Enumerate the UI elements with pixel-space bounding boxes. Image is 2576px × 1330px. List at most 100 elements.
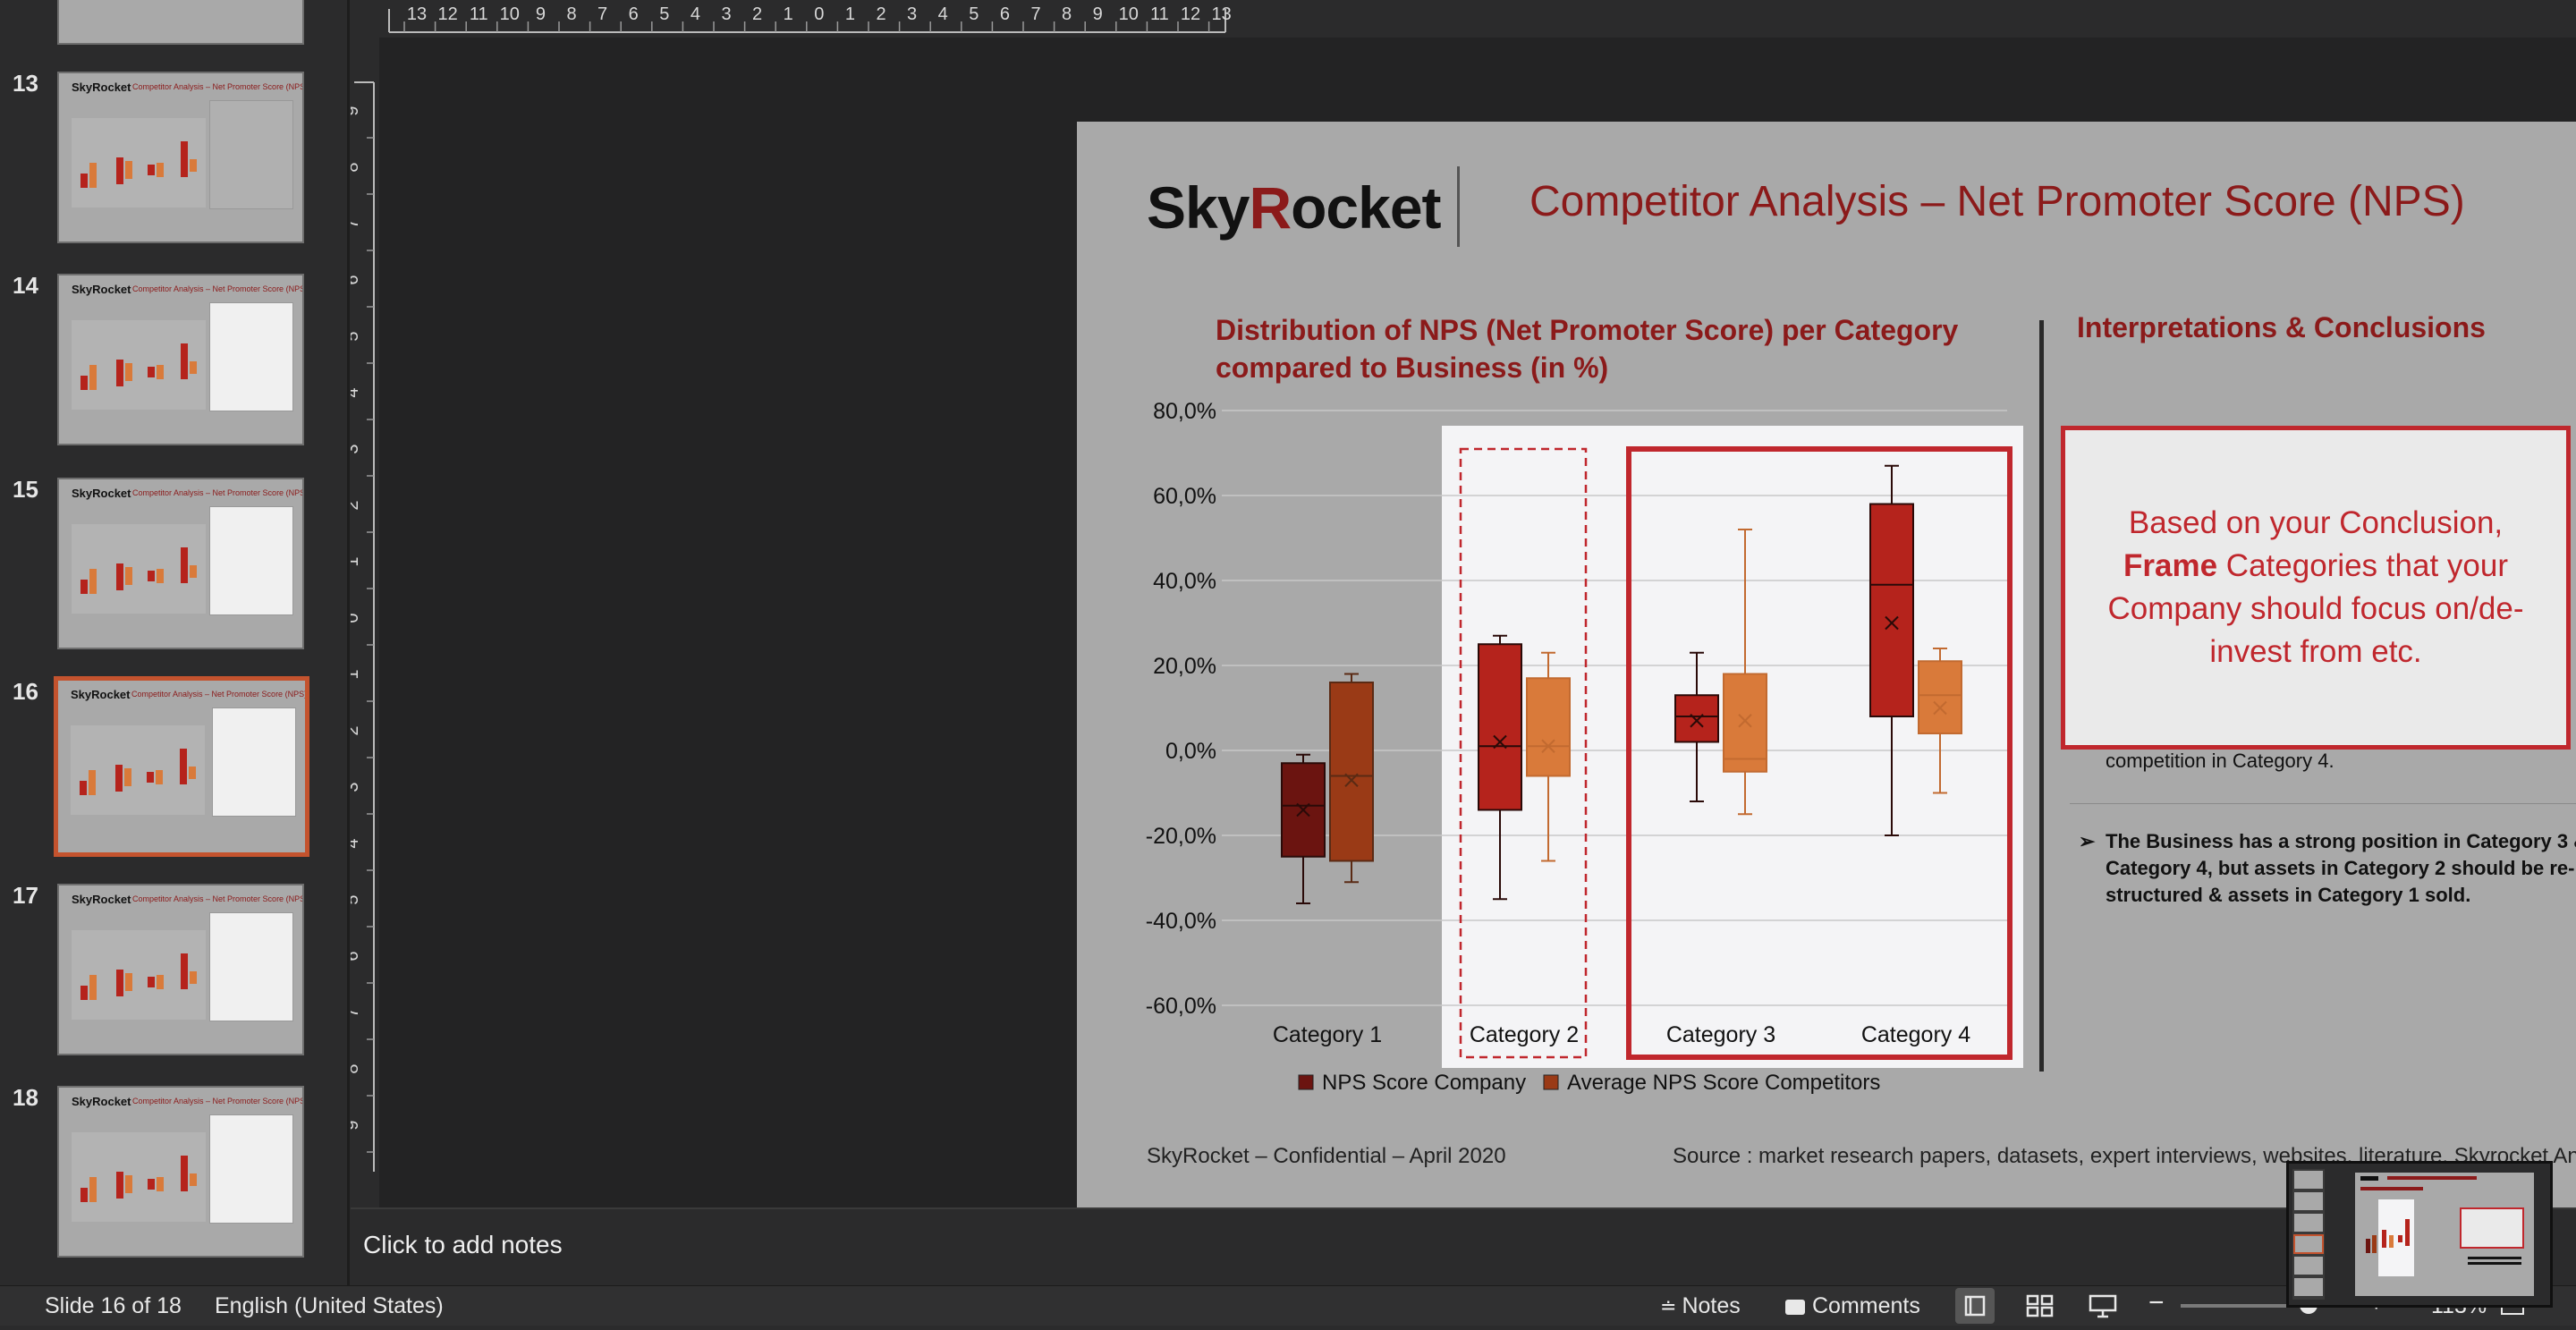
notes-pane[interactable]: Click to add notes: [351, 1207, 2576, 1285]
box-company-category-1[interactable]: [1281, 753, 1326, 904]
box-competitors-category-4[interactable]: [1918, 648, 1962, 794]
nps-box-chart[interactable]: 80,0% 60,0% 40,0% 20,0% 0,0% -20,0% -40,0% -60,…: [1077, 122, 2576, 1209]
thumbnail-chart-box: [80, 1188, 88, 1202]
slide-canvas[interactable]: SkyRocket Competitor Analysis – Net Prom…: [379, 38, 2576, 1209]
language-indicator[interactable]: English (United States): [215, 1293, 444, 1318]
comments-button-label: Comments: [1812, 1293, 1920, 1318]
thumbnail-chart-box: [156, 770, 163, 784]
ruler-label: 9: [536, 4, 546, 24]
thumbnail-text-box: [209, 912, 293, 1021]
bullet-conclusion[interactable]: The Business has a strong position in Ca…: [2106, 830, 2576, 906]
thumbnail-chart: [72, 118, 206, 208]
notes-placeholder[interactable]: Click to add notes: [363, 1231, 563, 1258]
thumbnail-chart-box: [157, 569, 164, 583]
slide-title[interactable]: Competitor Analysis – Net Promoter Score…: [1530, 178, 2465, 225]
slide-thumbnail-18[interactable]: SkyRocket Competitor Analysis – Net Promo…: [57, 1086, 304, 1258]
thumbnail-chart-box: [125, 161, 132, 179]
slide-thumbnail-17[interactable]: SkyRocket Competitor Analysis – Net Promo…: [57, 884, 304, 1055]
ruler-label: 7: [351, 1007, 362, 1017]
ruler-label: 3: [351, 782, 362, 792]
thumbnail-chart-box: [80, 376, 88, 390]
ruler-label: 4: [351, 838, 362, 848]
slide-thumbnail-15[interactable]: SkyRocket Competitor Analysis – Net Promo…: [57, 478, 304, 649]
slide-thumbnails-panel[interactable]: 13 SkyRocket Competitor Analysis – Net Pro…: [0, 0, 347, 1285]
ruler-label: 4: [691, 4, 700, 24]
comments-button[interactable]: Comments: [1785, 1293, 1920, 1319]
mean-marker: [1344, 773, 1359, 787]
thumbnail-chart-box: [148, 1179, 155, 1190]
slide-sorter-icon[interactable]: [2025, 1293, 2055, 1325]
y-tick-label: -60,0%: [1146, 994, 1216, 1019]
y-tick-label: -40,0%: [1146, 909, 1216, 934]
thumbnail-title: Competitor Analysis – Net Promoter Score…: [132, 82, 304, 91]
category-3-4-frame[interactable]: [1626, 446, 2012, 1060]
thumbnail-logo: SkyRocket: [71, 688, 131, 701]
box-company-category-4[interactable]: [1869, 464, 1914, 836]
thumbnail-title: Competitor Analysis – Net Promoter Score…: [132, 488, 304, 497]
thumbnail-chart-box: [189, 767, 196, 779]
chart-title[interactable]: Distribution of NPS (Net Promoter Score)…: [1216, 311, 2003, 386]
callout-text: Based on your Conclusion, Frame Categorie…: [2107, 505, 2524, 669]
slide-position: Slide 16 of 18: [45, 1293, 182, 1318]
ruler-label: 5: [351, 894, 362, 904]
box-body[interactable]: [1869, 503, 1914, 717]
slide-thumbnail-16[interactable]: SkyRocket Competitor Analysis – Net Promo…: [54, 676, 309, 857]
panel-divider[interactable]: [347, 0, 350, 1285]
slide-thumbnail-13[interactable]: SkyRocket Competitor Analysis – Net Promo…: [57, 72, 304, 243]
box-body[interactable]: [1526, 677, 1571, 777]
notes-button[interactable]: ≐ Notes: [1660, 1293, 1741, 1319]
box-body[interactable]: [1723, 673, 1767, 773]
box-competitors-category-3[interactable]: [1723, 529, 1767, 816]
instruction-callout-box[interactable]: Based on your Conclusion, Frame Categorie…: [2061, 426, 2571, 750]
y-tick-label: 0,0%: [1165, 739, 1216, 764]
zoom-out-button[interactable]: −: [2148, 1288, 2165, 1317]
ruler-label: 6: [351, 275, 362, 284]
thumbnail-chart-box: [157, 365, 164, 379]
current-slide[interactable]: SkyRocket Competitor Analysis – Net Prom…: [1077, 122, 2576, 1209]
ruler-label: 2: [351, 725, 362, 735]
slide-thumbnail-12[interactable]: [57, 0, 304, 45]
box-company-category-3[interactable]: [1674, 651, 1719, 802]
thumbnail-chart-box: [80, 580, 88, 594]
interpretations-title[interactable]: Interpretations & Conclusions: [2077, 311, 2486, 343]
footer-confidential[interactable]: SkyRocket – Confidential – April 2020: [1147, 1144, 1506, 1168]
zoom-slider[interactable]: [2181, 1304, 2358, 1308]
thumbnail-chart-box: [148, 165, 155, 175]
bullet-partial-text[interactable]: competition in Category 4.: [2106, 750, 2334, 772]
thumbnail-chart-box: [148, 571, 155, 581]
slide-number-15: 15: [13, 476, 38, 503]
normal-view-icon[interactable]: [1955, 1288, 1995, 1324]
slide-thumbnail-14[interactable]: SkyRocket Competitor Analysis – Net Promo…: [57, 274, 304, 445]
box-competitors-category-2[interactable]: [1526, 651, 1571, 862]
box-body[interactable]: [1918, 660, 1962, 734]
box-competitors-category-1[interactable]: [1329, 673, 1374, 884]
mean-marker: [1541, 739, 1555, 753]
box-company-category-2[interactable]: [1478, 634, 1522, 901]
thumbnail-chart-box: [148, 367, 155, 377]
horizontal-ruler[interactable]: 13 12 11 10 9 8 7 6 5 4 3 2 1 0 1 2 3 4 5 6 7 8 9 10 11 12 13: [379, 0, 2576, 38]
thumbnail-chart-box: [157, 1177, 164, 1191]
comment-icon: [1785, 1300, 1805, 1315]
box-body[interactable]: [1329, 682, 1374, 862]
vertical-ruler[interactable]: 9 8 7 6 5 4 3 2 1 0 1 2 3 4 5 6 7 8 9: [351, 0, 379, 1207]
mean-marker: [1296, 802, 1310, 817]
ruler-label: 8: [351, 162, 362, 172]
y-tick-label: 80,0%: [1153, 399, 1216, 424]
box-body[interactable]: [1478, 643, 1522, 811]
thumbnail-chart: [72, 1132, 206, 1222]
ruler-label: 11: [1150, 4, 1169, 24]
thumbnail-chart: [72, 930, 206, 1020]
thumbnail-chart-box: [190, 971, 197, 984]
slide-navigator-preview[interactable]: [2286, 1161, 2553, 1308]
ruler-label: 11: [470, 4, 488, 24]
thumbnail-chart-box: [157, 975, 164, 989]
ruler-label: 9: [351, 106, 362, 115]
chart-title-line-1: Distribution of NPS (Net Promoter Score)…: [1216, 314, 1959, 346]
box-body[interactable]: [1674, 694, 1719, 743]
presenter-view-icon[interactable]: [2088, 1293, 2120, 1325]
category-2-dashed-frame[interactable]: [1459, 447, 1588, 1059]
thumbnail-chart: [71, 725, 205, 815]
legend-swatch: [1298, 1074, 1314, 1090]
bullet-arrow-icon: ➢: [2079, 830, 2096, 852]
